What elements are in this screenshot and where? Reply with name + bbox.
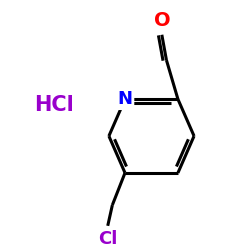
Text: O: O <box>154 11 170 30</box>
Text: Cl: Cl <box>98 230 117 248</box>
Text: N: N <box>118 90 132 108</box>
Text: HCl: HCl <box>34 95 74 115</box>
